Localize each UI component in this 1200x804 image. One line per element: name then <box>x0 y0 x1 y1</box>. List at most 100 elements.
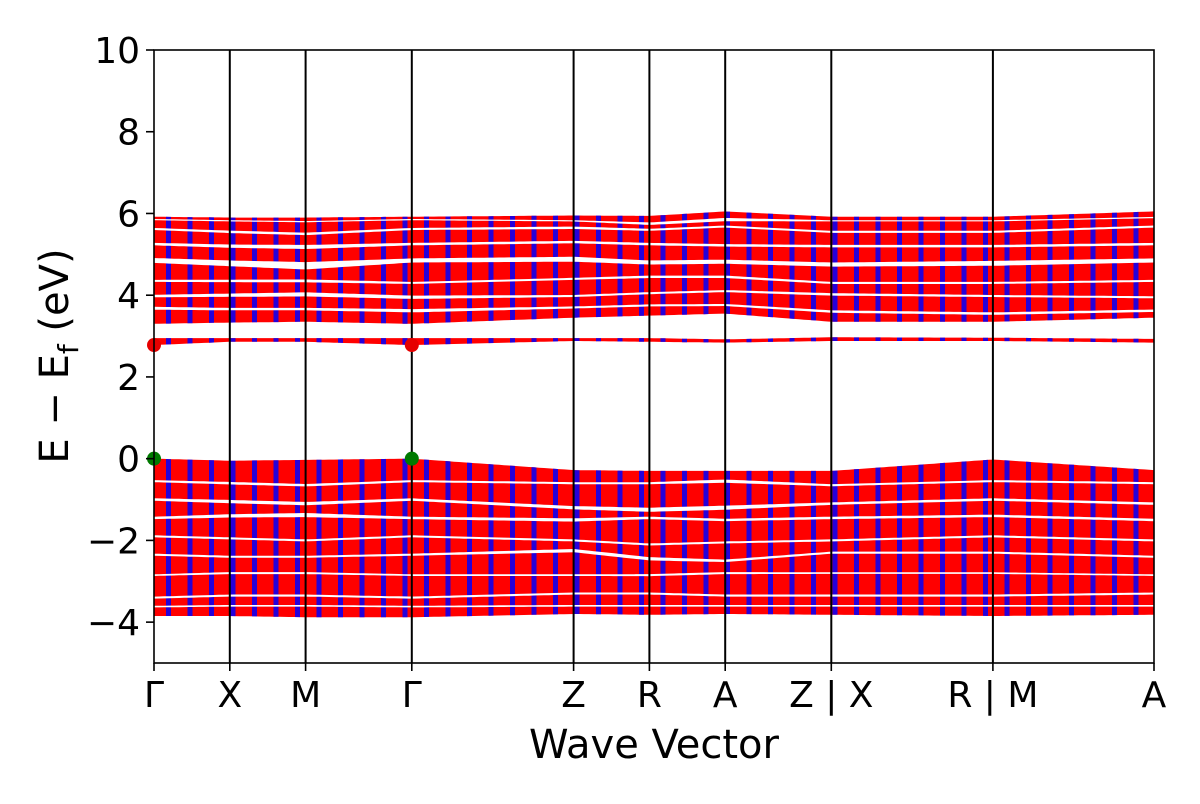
band-stripe <box>789 211 795 324</box>
band-stripe <box>1047 458 1053 618</box>
band-stripe <box>316 337 322 346</box>
band-stripe <box>1069 337 1074 346</box>
band-stripe <box>746 337 752 346</box>
band-group-conduction-high <box>154 211 1154 324</box>
band-stripe <box>1133 211 1139 324</box>
band-stripe <box>445 211 451 324</box>
band-stripe <box>1112 337 1117 346</box>
band-stripe <box>768 337 773 346</box>
band-stripe <box>897 458 902 618</box>
x-tick-label: Γ <box>144 675 164 716</box>
band-stripe <box>703 458 709 618</box>
band-stripe <box>230 211 236 324</box>
band-gap-valence-1 <box>154 498 1154 512</box>
band-stripe <box>381 211 386 324</box>
band-stripe <box>1090 337 1096 346</box>
band-stripe <box>639 458 644 618</box>
band-stripe <box>703 211 709 324</box>
band-stripe <box>338 458 343 618</box>
y-axis-label: E − Ef (eV) <box>32 248 85 463</box>
band-stripe <box>359 211 365 324</box>
x-tick-label: Γ <box>402 675 422 716</box>
y-tick-label: −4 <box>87 603 140 644</box>
band-gap-valence-0 <box>154 479 1154 487</box>
x-tick-label: A <box>1142 675 1167 716</box>
y-axis-label-main: E − E <box>32 354 78 464</box>
x-tick-label: Z <box>561 675 586 716</box>
band-stripe <box>402 337 408 346</box>
band-stripe <box>187 337 193 346</box>
y-tick-label: −2 <box>87 521 140 562</box>
band-edge-markers <box>147 338 419 466</box>
band-stripe <box>940 458 945 618</box>
band-stripe <box>1112 211 1117 324</box>
band-stripe <box>488 458 494 618</box>
band-gap-conduction-high-6 <box>154 216 1154 225</box>
y-tick-label: 8 <box>117 113 140 154</box>
band-stripe <box>359 458 365 618</box>
band-stripe <box>1090 458 1096 618</box>
band-stripe <box>596 337 601 346</box>
band-stripe <box>854 211 859 324</box>
band-stripe <box>316 458 322 618</box>
band-stripe <box>746 458 752 618</box>
band-gap-valence-7 <box>154 605 1154 608</box>
band-gap-conduction-high-3 <box>154 256 1154 270</box>
band-stripe <box>273 337 279 346</box>
band-stripe <box>660 337 666 346</box>
band-gap-conduction-high-1 <box>154 290 1154 299</box>
band-stripe <box>682 211 687 324</box>
band-stripe <box>209 337 214 346</box>
band-stripe <box>682 337 687 346</box>
band-stripe <box>596 458 601 618</box>
band-stripe <box>230 458 236 618</box>
band-stripe <box>574 458 580 618</box>
band-stripe <box>768 458 773 618</box>
band-stripe <box>617 458 623 618</box>
band-stripe <box>209 211 214 324</box>
band-stripe <box>488 211 494 324</box>
band-stripe <box>338 337 343 346</box>
band-stripe <box>1112 458 1117 618</box>
band-stripe <box>445 458 451 618</box>
band-stripe <box>531 211 537 324</box>
band-stripe <box>660 458 666 618</box>
band-stripe <box>488 337 494 346</box>
band-gap-valence-3 <box>154 535 1154 546</box>
y-axis-label-subscript: f <box>52 343 85 354</box>
band-stripe <box>381 337 386 346</box>
band-gap-conduction-high-4 <box>154 240 1154 249</box>
band-stripe <box>187 211 193 324</box>
band-stripe <box>660 211 666 324</box>
band-gap-conduction-high-5 <box>154 225 1154 236</box>
band-stripe <box>725 337 730 346</box>
vbm-marker <box>404 451 419 466</box>
y-tick-label: 6 <box>117 194 140 235</box>
band-stripe <box>510 458 515 618</box>
band-stripe <box>359 337 365 346</box>
band-stripe <box>467 337 472 346</box>
y-tick-label: 10 <box>94 31 140 72</box>
band-stripe <box>639 337 644 346</box>
band-stripe <box>209 458 214 618</box>
band-stripe <box>832 211 838 324</box>
band-stripe <box>295 458 300 618</box>
band-stripe <box>402 458 408 618</box>
band-stripe <box>854 458 859 618</box>
band-stripe <box>596 211 601 324</box>
band-stripe <box>832 458 838 618</box>
band-stripe <box>639 211 644 324</box>
band-stripe <box>725 211 730 324</box>
x-tick-label: Z | X <box>789 675 873 716</box>
band-stripe <box>703 337 709 346</box>
band-stripe <box>510 211 515 324</box>
band-stripe <box>617 211 623 324</box>
x-tick-label: M <box>290 675 321 716</box>
y-tick-label: 2 <box>117 358 140 399</box>
band-stripe <box>682 458 687 618</box>
plot-frame <box>153 49 1155 664</box>
y-axis-label-unit: (eV) <box>32 248 78 344</box>
band-stripe <box>725 458 730 618</box>
band-stripe <box>230 337 236 346</box>
